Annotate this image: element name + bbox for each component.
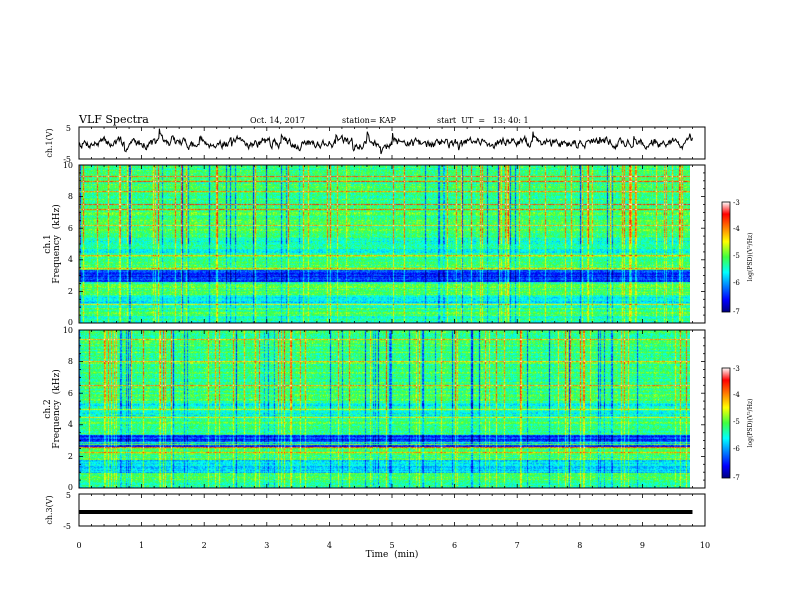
date-label: Oct. 14, 2017 [250, 116, 305, 125]
figure-title: VLF Spectra [78, 113, 149, 126]
x-tick-label-10: 10 [700, 541, 710, 550]
ch2-ytick-0: 0 [68, 483, 73, 492]
ch1-waveform-trace [78, 128, 693, 155]
x-tick-label-7: 7 [515, 541, 520, 550]
ch1-spectrogram-panel: 0 2 4 6 8 10 ch.1 Frequency (kHz) -3 -4 … [43, 161, 754, 327]
ch1-cbar-tick-m5: -5 [733, 252, 740, 260]
ch1-freq-ticks: 0 2 4 6 8 10 [63, 161, 73, 327]
ch2-ytick-2: 2 [68, 452, 73, 461]
x-tick-label-1: 1 [139, 541, 144, 550]
x-tick-label-6: 6 [452, 541, 457, 550]
ch3-waveform-panel: 5 -5 ch.3(V) [45, 491, 706, 531]
x-tick-label-3: 3 [264, 541, 269, 550]
axis-tick-marks [78, 127, 706, 526]
ch1-cbar-tick-m6: -6 [733, 279, 740, 287]
ch1-ytick-0: 0 [68, 318, 73, 327]
ch1-spectrogram-ylabel-channel: ch.1 [43, 234, 53, 253]
ch1-colorbar [721, 201, 731, 313]
ch2-spectrogram-heatmap [79, 330, 690, 488]
ch1-cbar-tick-m3: -3 [733, 199, 740, 207]
ch1-ytick-6: 6 [68, 224, 73, 233]
ch2-ytick-4: 4 [68, 420, 73, 429]
ch2-colorbar [721, 367, 731, 479]
ch1-waveform-ylabel: ch.1(V) [45, 128, 54, 157]
ch3-waveform-ylabel: ch.3(V) [45, 495, 54, 524]
ch1-waveform-panel: 5 -5 ch.1(V) [45, 124, 706, 164]
x-axis-tick-labels: 0 1 2 3 4 5 6 7 8 9 10 [76, 541, 710, 550]
ch2-ytick-10: 10 [63, 326, 73, 335]
ch1-colorbar-label: log(PSD)(V²/Hz) [747, 233, 754, 282]
x-axis-label: Time (min) [366, 549, 419, 560]
x-tick-label-9: 9 [640, 541, 645, 550]
ch2-spectrogram-panel: 0 2 4 6 8 10 ch.2 Frequency (kHz) -3 -4 … [43, 326, 754, 492]
ch1-ytick-bottom: -5 [63, 155, 71, 164]
ch2-cbar-tick-m3: -3 [733, 365, 740, 373]
ch1-cbar-tick-m4: -4 [733, 225, 740, 233]
ch2-colorbar-label: log(PSD)(V²/Hz) [747, 399, 754, 448]
station-label: station= KAP [342, 116, 397, 125]
ch3-ytick-top: 5 [66, 491, 71, 500]
ch1-spectrogram-ylabel-freq: Frequency (kHz) [51, 204, 62, 283]
ch3-ytick-bottom: -5 [63, 522, 71, 531]
ch2-ytick-8: 8 [68, 357, 73, 366]
ch2-cbar-tick-m6: -6 [733, 445, 740, 453]
ch1-ytick-8: 8 [68, 192, 73, 201]
ch1-ytick-4: 4 [68, 255, 73, 264]
ch1-spectrogram-heatmap [79, 165, 690, 323]
x-tick-label-4: 4 [327, 541, 332, 550]
ch2-cbar-tick-m7: -7 [733, 474, 740, 482]
ch1-ytick-top: 5 [66, 124, 71, 133]
x-tick-label-8: 8 [577, 541, 582, 550]
ch2-freq-ticks: 0 2 4 6 8 10 [63, 326, 73, 492]
ch2-spectrogram-ylabel-channel: ch.2 [43, 399, 53, 418]
ch1-cbar-tick-m7: -7 [733, 308, 740, 316]
ch2-spectrogram-ylabel-freq: Frequency (kHz) [51, 369, 62, 448]
ch2-cbar-tick-m4: -4 [733, 391, 740, 399]
start-ut-label: start UT = 13: 40: 1 [437, 116, 529, 125]
ch2-ytick-6: 6 [68, 389, 73, 398]
ch1-ytick-10: 10 [63, 161, 73, 170]
x-tick-label-0: 0 [76, 541, 81, 550]
x-tick-label-2: 2 [202, 541, 207, 550]
x-tick-label-5: 5 [389, 541, 394, 550]
ch1-ytick-2: 2 [68, 287, 73, 296]
ch2-cbar-tick-m5: -5 [733, 418, 740, 426]
